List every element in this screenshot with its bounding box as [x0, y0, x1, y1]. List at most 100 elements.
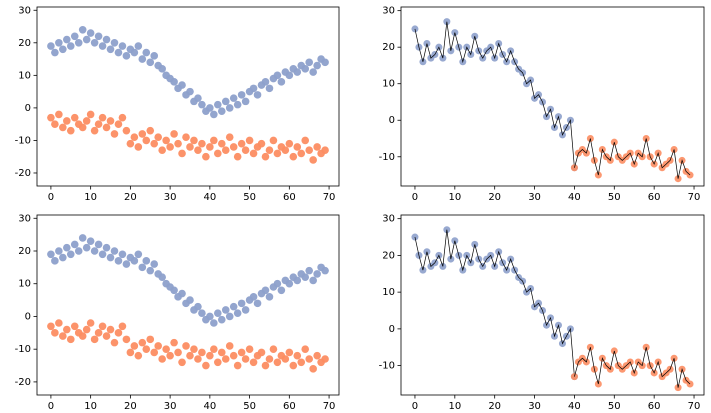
point — [166, 351, 174, 360]
point — [142, 257, 151, 265]
point — [102, 332, 111, 340]
point — [277, 78, 286, 86]
x-tick-label: 30 — [164, 401, 177, 412]
point — [106, 325, 115, 334]
point — [118, 322, 127, 331]
axes-frame — [400, 214, 705, 396]
point — [249, 84, 258, 93]
y-tick-label: 30 — [382, 6, 395, 17]
point — [78, 25, 87, 34]
point — [411, 25, 419, 33]
point — [146, 266, 155, 275]
point — [301, 136, 310, 145]
point — [313, 61, 321, 70]
point — [146, 335, 155, 344]
point — [237, 139, 246, 148]
point — [118, 113, 127, 122]
point — [249, 293, 258, 301]
x-tick-label: 50 — [243, 192, 256, 203]
point — [202, 152, 210, 161]
y-tick-label: 0 — [389, 324, 395, 335]
point — [94, 240, 103, 249]
point — [293, 68, 302, 76]
axes-frame — [36, 214, 340, 396]
point — [194, 146, 202, 154]
point — [241, 306, 250, 314]
point — [321, 146, 329, 154]
point — [217, 315, 226, 324]
line — [574, 138, 691, 179]
point — [182, 133, 190, 141]
y-tick-label: -10 — [379, 152, 395, 163]
point — [154, 133, 162, 141]
x-tick-label: 60 — [283, 401, 296, 412]
point — [55, 110, 63, 119]
point — [253, 91, 262, 99]
y-tick-label: -20 — [15, 377, 31, 388]
point — [297, 149, 306, 158]
point — [285, 348, 294, 357]
point — [142, 345, 151, 353]
x-tick-label: 60 — [283, 192, 296, 203]
x-tick-label: 20 — [488, 401, 501, 412]
point — [261, 78, 270, 86]
y-tick-label: -10 — [15, 135, 31, 146]
point — [305, 355, 313, 363]
point — [289, 361, 298, 370]
point — [122, 126, 131, 135]
point — [174, 348, 182, 357]
point — [217, 107, 226, 115]
point — [63, 35, 71, 44]
point — [142, 136, 151, 145]
point — [158, 146, 166, 154]
point — [170, 78, 178, 86]
x-tick-label: 10 — [448, 401, 461, 412]
y-tick-label: 0 — [389, 115, 395, 126]
point — [102, 35, 111, 44]
point — [249, 358, 258, 367]
point — [305, 146, 313, 154]
y-tick-label: -10 — [15, 344, 31, 355]
point — [150, 52, 159, 60]
x-tick-label: 0 — [48, 192, 54, 203]
point — [98, 42, 107, 50]
x-tick-label: 10 — [84, 401, 97, 412]
y-tick-label: 0 — [25, 103, 31, 114]
point — [229, 94, 238, 102]
point — [190, 136, 198, 145]
point — [70, 322, 79, 331]
point — [265, 355, 274, 363]
y-tick-label: 10 — [18, 70, 31, 81]
point — [182, 342, 190, 350]
point — [174, 139, 182, 148]
point — [90, 335, 99, 344]
point — [118, 250, 127, 259]
point — [126, 139, 135, 148]
point — [269, 136, 278, 145]
point — [138, 338, 147, 347]
point — [162, 345, 170, 353]
point — [214, 309, 222, 317]
x-tick-label: 20 — [124, 401, 137, 412]
point — [233, 309, 242, 317]
point — [66, 250, 75, 259]
point — [186, 87, 194, 96]
point — [106, 117, 115, 125]
point — [237, 299, 246, 308]
x-tick-label: 10 — [84, 192, 97, 203]
subplot: 0 10 20 30 40 50 60 70 -20 -10 0 10 20 30 — [15, 213, 340, 412]
y-tick-label: 30 — [18, 213, 31, 224]
point — [285, 279, 294, 288]
point — [63, 117, 71, 125]
point — [98, 250, 107, 259]
x-tick-label: 20 — [124, 192, 137, 203]
point — [122, 52, 131, 60]
point — [130, 133, 139, 141]
point — [98, 322, 107, 331]
point — [198, 348, 206, 357]
x-tick-label: 50 — [608, 192, 621, 203]
point — [321, 355, 329, 363]
point — [63, 243, 71, 252]
point — [241, 146, 250, 154]
line — [574, 347, 691, 388]
